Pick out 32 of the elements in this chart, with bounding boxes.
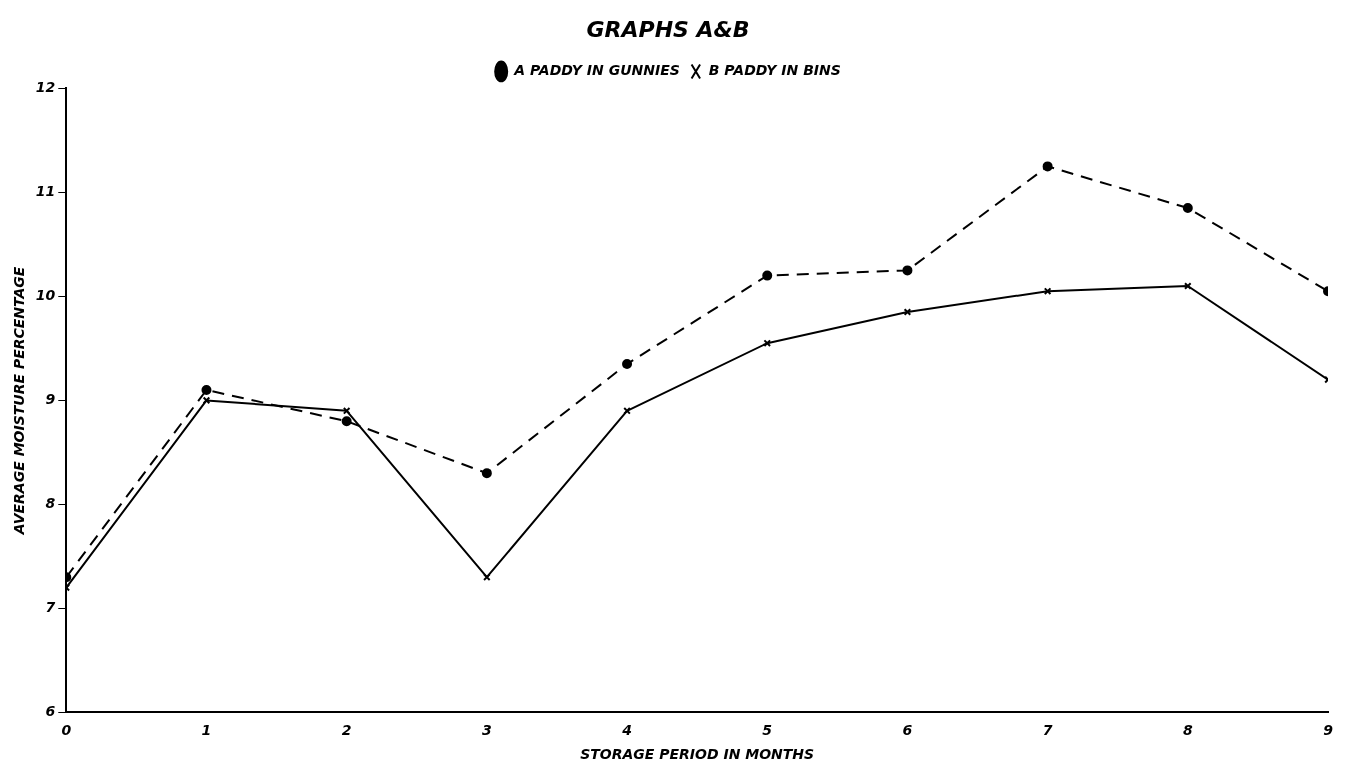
y-tick-label: 6 bbox=[45, 703, 56, 720]
point bbox=[202, 396, 211, 405]
x-axis-title: STORAGE PERIOD IN MONTHS bbox=[580, 746, 815, 763]
point bbox=[1182, 203, 1193, 213]
point bbox=[902, 265, 913, 276]
x-tick-label: 3 bbox=[481, 722, 492, 739]
x-tick-label: 6 bbox=[902, 722, 913, 739]
point bbox=[483, 573, 491, 582]
chart-title: GRAPHS A&B bbox=[586, 16, 750, 42]
y-tick-label: 9 bbox=[45, 391, 56, 408]
point bbox=[622, 359, 633, 369]
x-tick-label: 8 bbox=[1182, 722, 1193, 739]
x-tick-label: 9 bbox=[1323, 722, 1334, 739]
point bbox=[481, 468, 492, 479]
x-tick-label: 7 bbox=[1042, 722, 1053, 739]
x-tick-label: 0 bbox=[61, 722, 72, 739]
y-tick-label: 7 bbox=[45, 599, 56, 616]
point bbox=[341, 416, 352, 427]
y-tick-label: 11 bbox=[35, 183, 56, 200]
x-tick-label: 1 bbox=[201, 722, 212, 739]
point bbox=[1042, 161, 1053, 172]
x-tick-label: 5 bbox=[762, 722, 773, 739]
y-tick-label: 10 bbox=[35, 287, 56, 304]
point bbox=[762, 270, 773, 281]
legend-label: A PADDY IN GUNNIES bbox=[513, 62, 680, 79]
y-tick-label: 8 bbox=[45, 495, 56, 512]
y-axis-title: AVERAGE MOISTURE PERCENTAGE bbox=[11, 266, 28, 536]
point bbox=[201, 385, 212, 395]
legend-label: B PADDY IN BINS bbox=[708, 62, 841, 79]
y-tick-label: 12 bbox=[35, 79, 56, 96]
x-tick-label: 2 bbox=[341, 722, 352, 739]
x-tick-label: 4 bbox=[621, 722, 632, 739]
